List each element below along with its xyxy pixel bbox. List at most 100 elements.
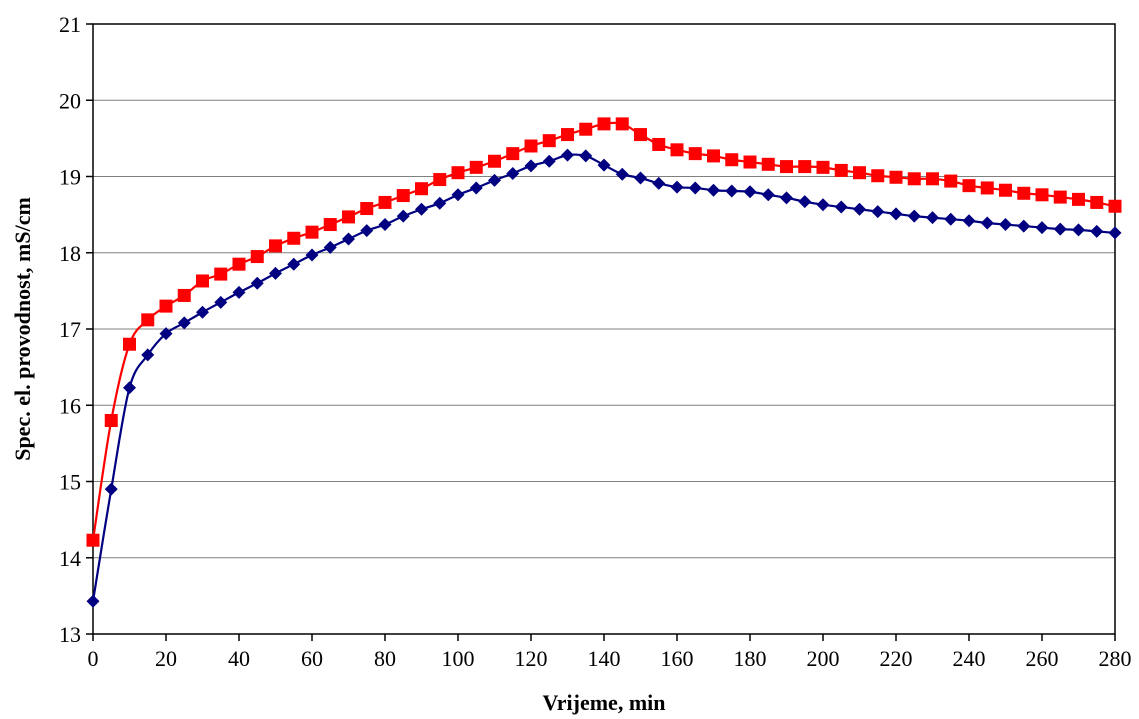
data-point bbox=[250, 250, 264, 264]
data-point bbox=[415, 182, 428, 196]
data-point bbox=[1053, 190, 1067, 204]
data-point bbox=[1090, 224, 1104, 238]
x-tick-label: 0 bbox=[88, 646, 99, 671]
data-point bbox=[141, 313, 155, 327]
data-point bbox=[634, 171, 647, 185]
data-point bbox=[524, 159, 538, 173]
y-tick-label: 21 bbox=[59, 12, 81, 37]
data-point bbox=[780, 160, 793, 174]
data-point bbox=[1108, 199, 1122, 213]
data-point bbox=[305, 225, 319, 239]
data-point bbox=[469, 181, 483, 195]
data-point bbox=[926, 211, 939, 225]
data-point bbox=[323, 218, 337, 232]
data-point bbox=[287, 257, 301, 271]
x-tick-label: 240 bbox=[953, 646, 986, 671]
data-point bbox=[579, 149, 593, 163]
data-point bbox=[342, 232, 355, 246]
data-point bbox=[415, 202, 428, 216]
y-axis: 13 14 15 16 17 18 19 20 21 bbox=[59, 12, 93, 647]
data-point bbox=[360, 224, 374, 238]
data-point bbox=[360, 202, 374, 216]
data-point bbox=[123, 337, 136, 351]
y-tick-label: 20 bbox=[59, 88, 81, 113]
y-tick-label: 15 bbox=[59, 470, 81, 495]
data-point bbox=[780, 191, 793, 205]
data-point bbox=[1017, 219, 1031, 233]
y-tick-label: 14 bbox=[59, 546, 81, 571]
x-tick-label: 60 bbox=[301, 646, 323, 671]
x-tick-label: 20 bbox=[155, 646, 177, 671]
data-point bbox=[652, 176, 666, 190]
data-point bbox=[926, 172, 939, 186]
data-point bbox=[141, 348, 155, 362]
x-tick-label: 120 bbox=[515, 646, 548, 671]
data-point bbox=[451, 166, 465, 180]
data-point bbox=[907, 172, 921, 186]
data-point bbox=[250, 276, 264, 290]
data-point bbox=[834, 200, 848, 214]
series-1 bbox=[86, 117, 1122, 547]
data-point bbox=[853, 166, 866, 180]
data-point bbox=[342, 210, 355, 224]
data-point bbox=[816, 198, 830, 212]
data-point bbox=[159, 327, 173, 341]
data-point bbox=[889, 207, 903, 221]
data-point bbox=[743, 185, 757, 199]
data-point bbox=[214, 267, 228, 281]
data-point bbox=[542, 154, 556, 168]
data-point bbox=[652, 137, 666, 151]
y-tick-label: 18 bbox=[59, 241, 81, 266]
data-point bbox=[269, 239, 282, 253]
x-tick-label: 80 bbox=[374, 646, 396, 671]
data-point bbox=[1035, 221, 1049, 235]
x-tick-label: 280 bbox=[1099, 646, 1132, 671]
data-point bbox=[177, 288, 191, 302]
data-point bbox=[396, 189, 410, 203]
data-point bbox=[396, 209, 410, 223]
data-point bbox=[323, 240, 337, 254]
data-point bbox=[123, 381, 136, 395]
y-tick-label: 17 bbox=[59, 317, 81, 342]
data-point bbox=[378, 195, 392, 209]
data-point bbox=[433, 196, 447, 210]
data-point bbox=[743, 155, 757, 169]
data-point bbox=[670, 143, 684, 157]
x-tick-label: 140 bbox=[588, 646, 621, 671]
series-line bbox=[91, 153, 1116, 602]
data-point bbox=[469, 160, 483, 174]
series-2 bbox=[86, 148, 1122, 608]
data-point bbox=[871, 169, 885, 183]
x-tick-label: 100 bbox=[442, 646, 475, 671]
data-point bbox=[907, 209, 921, 223]
data-point bbox=[725, 184, 739, 198]
data-point bbox=[1090, 195, 1104, 209]
series-layer bbox=[86, 117, 1122, 608]
data-point bbox=[86, 594, 100, 608]
data-point bbox=[488, 173, 501, 187]
data-point bbox=[104, 482, 118, 496]
data-point bbox=[798, 160, 812, 174]
data-point bbox=[1017, 186, 1031, 200]
x-axis-title: Vrijeme, min bbox=[543, 690, 666, 715]
data-point bbox=[488, 154, 501, 168]
data-point bbox=[305, 248, 319, 262]
x-tick-label: 180 bbox=[734, 646, 767, 671]
data-point bbox=[451, 188, 465, 202]
x-tick-label: 160 bbox=[661, 646, 694, 671]
data-point bbox=[962, 179, 976, 193]
data-point bbox=[287, 231, 301, 245]
data-point bbox=[761, 188, 775, 202]
data-point bbox=[378, 218, 392, 232]
data-point bbox=[871, 205, 885, 219]
y-axis-title: Spec. el. provodnost, mS/cm bbox=[10, 197, 35, 461]
data-point bbox=[196, 305, 209, 319]
data-point bbox=[1072, 223, 1085, 237]
data-point bbox=[232, 285, 246, 299]
data-point bbox=[761, 157, 775, 171]
data-point bbox=[944, 212, 958, 226]
data-point bbox=[433, 173, 447, 187]
data-point bbox=[214, 295, 228, 309]
data-point bbox=[889, 170, 903, 184]
